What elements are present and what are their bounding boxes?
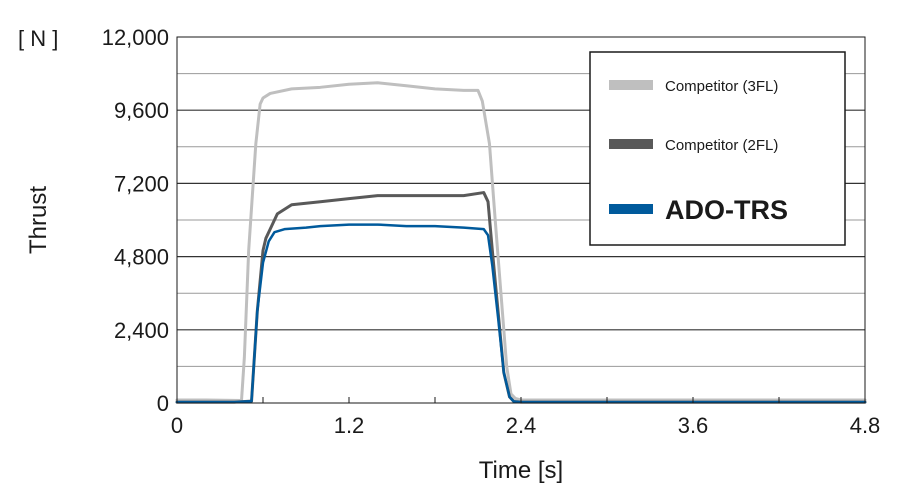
x-tick-label: 0: [171, 413, 183, 438]
legend-label-competitor-3fl: Competitor (3FL): [665, 78, 778, 95]
axes: 0 2,400 4,800 7,200 9,600 12,000 0 1.2 2.4 3.6 4.8: [102, 25, 881, 438]
legend-label-competitor-2fl: Competitor (2FL): [665, 137, 778, 154]
legend-swatch-competitor-2fl: [609, 139, 653, 149]
legend: Competitor (3FL) Competitor (2FL) ADO-TR…: [589, 51, 846, 246]
legend-swatch-ado-trs: [609, 204, 653, 214]
y-tick-label: 2,400: [114, 318, 169, 343]
legend-swatch-competitor-3fl: [609, 80, 653, 90]
x-axis-title: Time [s]: [479, 457, 563, 484]
series-layer: [175, 81, 867, 404]
y-tick-label: 0: [157, 391, 169, 416]
y-tick-label: 7,200: [114, 171, 169, 196]
series-line-ado-trs: [175, 223, 867, 404]
y-tick-label: 12,000: [102, 25, 169, 50]
x-tick-label: 3.6: [678, 413, 709, 438]
y-tick-label: 4,800: [114, 245, 169, 270]
x-tick-label: 4.8: [850, 413, 881, 438]
y-axis-title: Thrust: [25, 186, 52, 254]
x-tick-label: 2.4: [506, 413, 537, 438]
x-tick-label: 1.2: [334, 413, 365, 438]
legend-label-ado-trs: ADO-TRS: [665, 195, 788, 225]
y-unit-label: [ N ]: [18, 26, 58, 51]
series-line-competitor-3fl: [175, 81, 867, 403]
y-tick-label: 9,600: [114, 98, 169, 123]
